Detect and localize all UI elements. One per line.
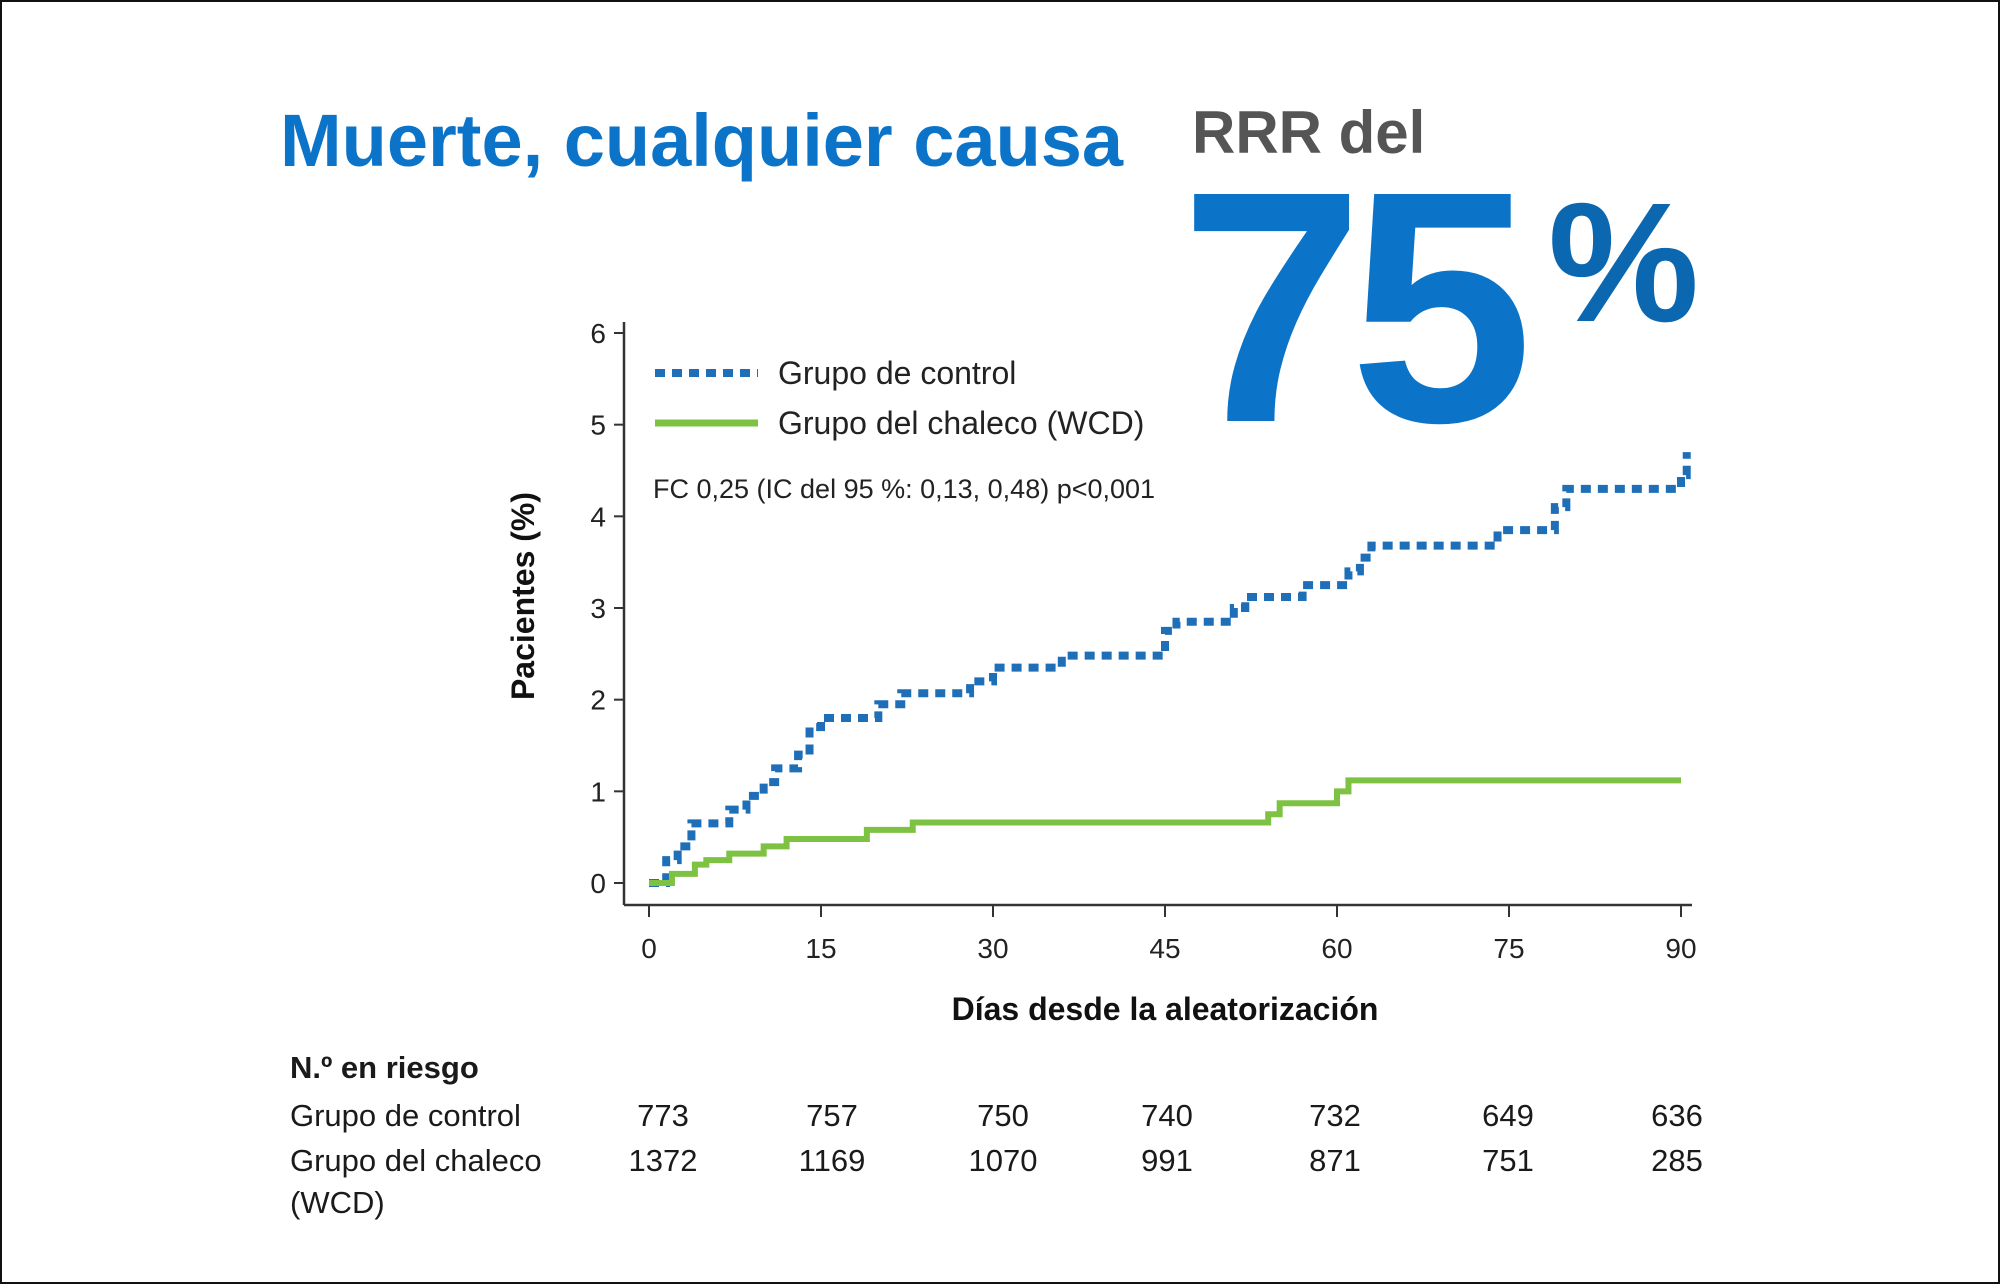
risk-count: 991	[1141, 1143, 1193, 1178]
risk-count: 757	[806, 1098, 858, 1133]
risk-row-label: Grupo del chaleco	[290, 1143, 542, 1178]
risk-heading: N.º en riesgo	[290, 1050, 479, 1085]
chart-title: Muerte, cualquier causa	[280, 99, 1124, 182]
rrr-value: 75	[1180, 122, 1533, 491]
x-tick-label: 0	[641, 933, 657, 964]
risk-count: 751	[1482, 1143, 1534, 1178]
risk-count: 1169	[798, 1143, 866, 1178]
y-tick-label: 4	[590, 501, 606, 532]
risk-row-label: Grupo de control	[290, 1098, 521, 1133]
x-tick-label: 90	[1665, 933, 1696, 964]
risk-count: 773	[637, 1098, 689, 1133]
y-tick-label: 2	[590, 685, 606, 716]
series-line-wcd	[649, 777, 1681, 886]
y-axis-label: Pacientes (%)	[505, 492, 541, 700]
y-tick-label: 6	[590, 318, 606, 349]
risk-count: 649	[1482, 1098, 1534, 1133]
x-tick-label: 45	[1149, 933, 1180, 964]
risk-row-label-2: (WCD)	[290, 1185, 385, 1220]
x-axis-label: Días desde la aleatorización	[952, 991, 1379, 1027]
x-tick-label: 15	[805, 933, 836, 964]
legend-label: Grupo del chaleco (WCD)	[778, 405, 1144, 441]
risk-count: 871	[1309, 1143, 1361, 1178]
rrr-unit: %	[1548, 168, 1700, 358]
risk-count: 732	[1309, 1098, 1361, 1133]
risk-count: 1372	[628, 1143, 698, 1178]
legend-label: Grupo de control	[778, 355, 1016, 391]
x-tick-label: 30	[977, 933, 1008, 964]
y-tick-label: 1	[590, 776, 606, 807]
rrr-label: RRR del	[1192, 99, 1426, 166]
risk-count: 1070	[968, 1143, 1038, 1178]
x-tick-label: 75	[1493, 933, 1524, 964]
y-tick-label: 3	[590, 593, 606, 624]
risk-count: 750	[977, 1098, 1029, 1133]
risk-count: 636	[1651, 1098, 1703, 1133]
y-tick-label: 0	[590, 868, 606, 899]
risk-count: 285	[1651, 1143, 1703, 1178]
x-tick-label: 60	[1321, 933, 1352, 964]
y-tick-label: 5	[590, 410, 606, 441]
series-line-control	[649, 452, 1691, 887]
risk-count: 740	[1141, 1098, 1193, 1133]
hazard-ratio-annotation: FC 0,25 (IC del 95 %: 0,13, 0,48) p<0,00…	[653, 474, 1155, 504]
